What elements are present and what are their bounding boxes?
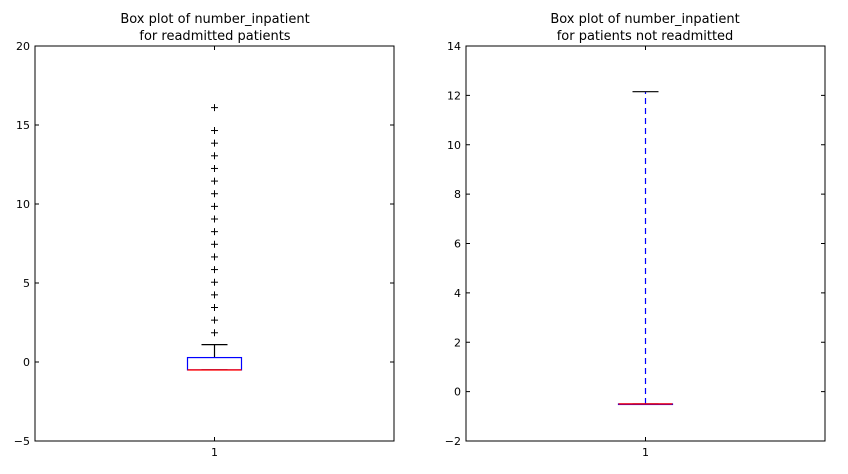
outlier-point	[211, 104, 218, 112]
outlier-point	[211, 303, 218, 311]
iqr-box	[186, 356, 243, 371]
outlier-point	[211, 139, 218, 147]
outlier-point	[211, 202, 218, 210]
outlier-point	[211, 152, 218, 160]
y-tick-label: −5	[14, 435, 30, 448]
outlier-point	[211, 253, 218, 261]
outlier-point	[211, 228, 218, 236]
outlier-point	[211, 190, 218, 198]
chart-title-line-2: for readmitted patients	[139, 29, 290, 44]
y-tick-label: −2	[445, 435, 461, 448]
outlier-point	[211, 278, 218, 286]
y-tick-label: 20	[16, 40, 30, 53]
y-tick-label: 0	[454, 386, 461, 399]
x-tick-label: 1	[211, 446, 218, 459]
outlier-point	[211, 291, 218, 299]
outlier-point	[211, 127, 218, 135]
outlier-point	[211, 177, 218, 185]
y-tick-label: 5	[23, 277, 30, 290]
outlier-point	[211, 240, 218, 248]
chart-title-line-1: Box plot of number_inpatient	[550, 12, 739, 27]
chart-title-line-1: Box plot of number_inpatient	[120, 12, 309, 27]
chart-title-line-2: for patients not readmitted	[557, 29, 734, 44]
y-tick-label: 6	[454, 238, 461, 251]
y-tick-label: 14	[447, 40, 461, 53]
y-tick-label: 8	[454, 188, 461, 201]
y-tick-label: 10	[447, 139, 461, 152]
y-tick-label: 15	[16, 119, 30, 132]
y-tick-label: 12	[447, 89, 461, 102]
boxplot-not-readmitted: Box plot of number_inpatient for patient…	[445, 12, 826, 459]
y-tick-label: 10	[16, 198, 30, 211]
outlier-point	[211, 316, 218, 324]
outlier-point	[211, 164, 218, 172]
outlier-point	[211, 215, 218, 223]
y-tick-label: 2	[454, 336, 461, 349]
y-tick-label: 4	[454, 287, 461, 300]
y-tick-label: 0	[23, 356, 30, 369]
x-tick-label: 1	[642, 446, 649, 459]
outlier-point	[211, 329, 218, 337]
boxplot-readmitted: Box plot of number_inpatient for readmit…	[14, 12, 395, 459]
outlier-point	[211, 266, 218, 274]
